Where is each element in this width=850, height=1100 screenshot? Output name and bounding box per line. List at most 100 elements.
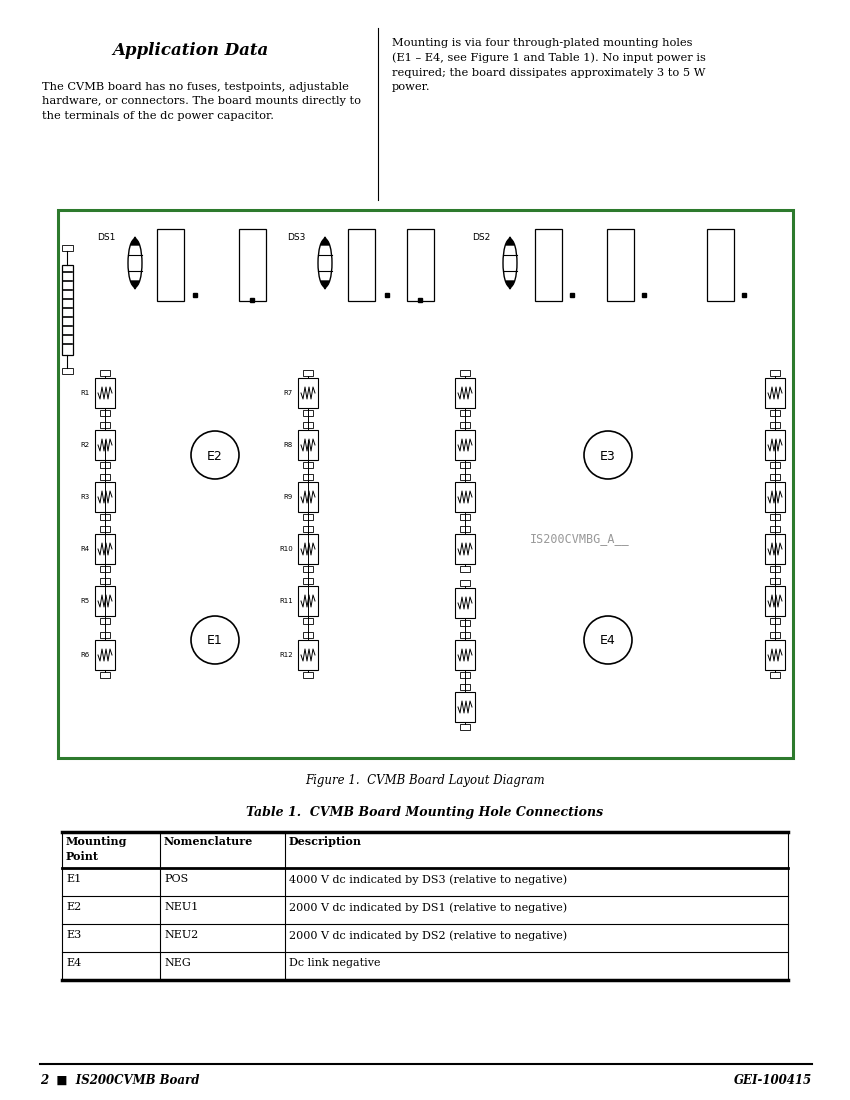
Bar bbox=[407, 229, 434, 301]
Circle shape bbox=[191, 616, 239, 664]
Text: R1: R1 bbox=[81, 390, 90, 396]
Bar bbox=[455, 640, 475, 670]
Text: E1: E1 bbox=[66, 874, 82, 884]
Bar bbox=[770, 526, 780, 532]
Text: NEG: NEG bbox=[164, 958, 190, 968]
Bar bbox=[100, 632, 110, 638]
Text: NEU2: NEU2 bbox=[164, 930, 198, 940]
Bar bbox=[298, 640, 318, 670]
Bar bbox=[100, 370, 110, 376]
Text: Figure 1.  CVMB Board Layout Diagram: Figure 1. CVMB Board Layout Diagram bbox=[305, 774, 545, 786]
Bar bbox=[770, 514, 780, 520]
Bar bbox=[303, 474, 313, 480]
Bar bbox=[535, 229, 562, 301]
Text: GEI-100415: GEI-100415 bbox=[734, 1074, 812, 1087]
Bar bbox=[298, 430, 318, 460]
Bar bbox=[303, 672, 313, 678]
Polygon shape bbox=[321, 280, 329, 289]
Bar bbox=[455, 430, 475, 460]
Bar bbox=[460, 684, 470, 690]
Text: DS3: DS3 bbox=[287, 233, 305, 242]
Text: NEU1: NEU1 bbox=[164, 902, 198, 912]
Bar bbox=[765, 482, 785, 512]
Bar bbox=[95, 430, 115, 460]
Polygon shape bbox=[131, 236, 139, 245]
Bar bbox=[455, 482, 475, 512]
Text: R6: R6 bbox=[81, 652, 90, 658]
Bar bbox=[460, 724, 470, 730]
Bar bbox=[460, 474, 470, 480]
Bar bbox=[765, 534, 785, 564]
Text: E2: E2 bbox=[207, 450, 223, 462]
Bar bbox=[770, 462, 780, 468]
Text: Table 1.  CVMB Board Mounting Hole Connections: Table 1. CVMB Board Mounting Hole Connec… bbox=[246, 806, 604, 820]
Bar bbox=[455, 378, 475, 408]
Bar bbox=[460, 580, 470, 586]
Bar bbox=[95, 482, 115, 512]
Bar bbox=[95, 586, 115, 616]
Text: R12: R12 bbox=[280, 652, 293, 658]
Bar bbox=[95, 640, 115, 670]
Bar bbox=[100, 422, 110, 428]
Bar bbox=[303, 578, 313, 584]
Polygon shape bbox=[131, 280, 139, 289]
Polygon shape bbox=[506, 236, 514, 245]
Bar bbox=[460, 566, 470, 572]
Bar bbox=[607, 229, 634, 301]
Bar bbox=[770, 632, 780, 638]
Bar bbox=[62, 368, 73, 374]
Text: R3: R3 bbox=[81, 494, 90, 501]
Bar bbox=[460, 672, 470, 678]
Circle shape bbox=[191, 431, 239, 478]
Text: The CVMB board has no fuses, testpoints, adjustable
hardware, or connectors. The: The CVMB board has no fuses, testpoints,… bbox=[42, 82, 361, 121]
Bar bbox=[100, 618, 110, 624]
Text: Mounting
Point: Mounting Point bbox=[66, 836, 128, 861]
Bar bbox=[100, 514, 110, 520]
Bar bbox=[303, 370, 313, 376]
Text: R8: R8 bbox=[284, 442, 293, 448]
Ellipse shape bbox=[318, 239, 332, 287]
Bar bbox=[303, 566, 313, 572]
Text: E4: E4 bbox=[66, 958, 82, 968]
Text: R7: R7 bbox=[284, 390, 293, 396]
Bar bbox=[303, 462, 313, 468]
Text: Mounting is via four through-plated mounting holes
(E1 – E4, see Figure 1 and Ta: Mounting is via four through-plated moun… bbox=[392, 39, 706, 92]
Polygon shape bbox=[321, 236, 329, 245]
Bar bbox=[707, 229, 734, 301]
Bar bbox=[770, 618, 780, 624]
Bar bbox=[765, 586, 785, 616]
Bar bbox=[303, 514, 313, 520]
Text: DS1: DS1 bbox=[97, 233, 116, 242]
Bar bbox=[298, 378, 318, 408]
Text: R9: R9 bbox=[284, 494, 293, 501]
Bar bbox=[460, 620, 470, 626]
Bar bbox=[100, 462, 110, 468]
Bar bbox=[95, 378, 115, 408]
Bar bbox=[303, 618, 313, 624]
Text: 2000 V dc indicated by DS2 (relative to negative): 2000 V dc indicated by DS2 (relative to … bbox=[289, 930, 567, 940]
Bar bbox=[100, 474, 110, 480]
Bar bbox=[770, 410, 780, 416]
Bar bbox=[100, 578, 110, 584]
Text: E1: E1 bbox=[207, 635, 223, 648]
Text: 2000 V dc indicated by DS1 (relative to negative): 2000 V dc indicated by DS1 (relative to … bbox=[289, 902, 567, 913]
Bar bbox=[157, 229, 184, 301]
Bar bbox=[770, 578, 780, 584]
Bar bbox=[460, 422, 470, 428]
Text: R11: R11 bbox=[280, 598, 293, 604]
Bar bbox=[460, 526, 470, 532]
Text: Application Data: Application Data bbox=[112, 42, 268, 59]
Bar bbox=[62, 265, 73, 355]
Text: Description: Description bbox=[289, 836, 362, 847]
Ellipse shape bbox=[128, 239, 142, 287]
Text: R10: R10 bbox=[280, 546, 293, 552]
Bar bbox=[770, 370, 780, 376]
Bar bbox=[348, 229, 375, 301]
Bar bbox=[298, 482, 318, 512]
Bar bbox=[765, 640, 785, 670]
Bar bbox=[770, 422, 780, 428]
Bar bbox=[460, 370, 470, 376]
Bar bbox=[303, 632, 313, 638]
Bar bbox=[100, 526, 110, 532]
Text: E3: E3 bbox=[600, 450, 616, 462]
